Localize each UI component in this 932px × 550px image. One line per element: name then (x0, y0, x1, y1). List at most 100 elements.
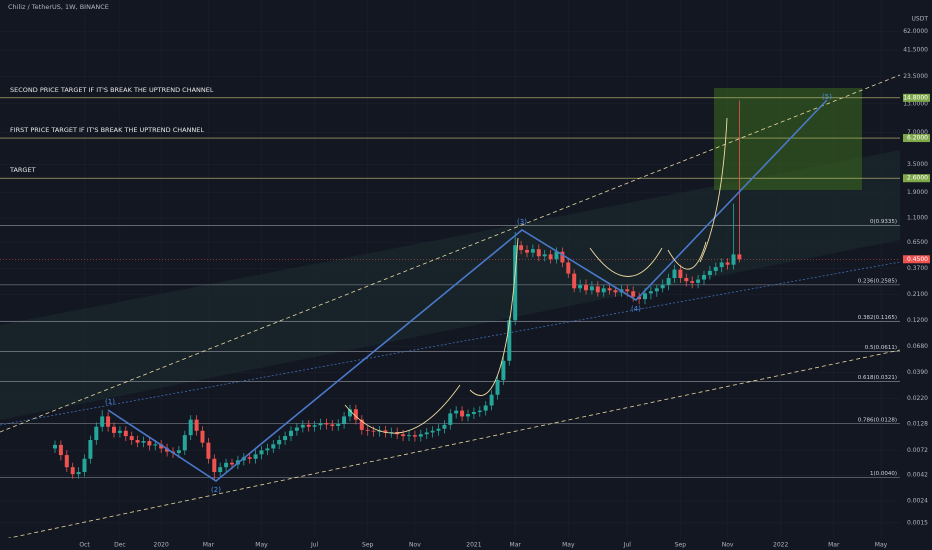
candle-body (64, 455, 69, 468)
y-tick-label: 0.0220 (907, 395, 928, 402)
target-price-label: 2.6000 (907, 175, 928, 182)
candle-body (106, 416, 111, 427)
candle-body (218, 467, 223, 473)
candle-body (513, 245, 518, 321)
candle-body (53, 444, 57, 449)
x-tick-label: 2022 (773, 542, 788, 549)
candle-body (407, 435, 411, 437)
candle-body (466, 414, 470, 417)
axis-unit: USDT (912, 16, 929, 23)
candle-body (300, 424, 305, 428)
candle-body (572, 273, 577, 289)
candle-body (141, 441, 146, 443)
candle-body (690, 281, 695, 283)
candle-body (123, 430, 128, 437)
x-tick-label: Mar (828, 542, 840, 549)
candle-body (548, 254, 553, 260)
candle-body (412, 435, 417, 437)
x-tick-label: 2021 (466, 542, 481, 549)
candle-body (359, 419, 364, 430)
candle-body (88, 440, 93, 459)
levels: 0(0.9335) 0.236(0.2585) 0.382(0.1165) 0.5(0… (0, 86, 900, 478)
last-price-box (903, 255, 930, 264)
y-tick-label: 0.6500 (907, 239, 928, 246)
candle-body (607, 288, 612, 291)
fib-label: 1(0.0040) (870, 471, 897, 477)
time-axis (0, 538, 932, 550)
target-text: SECOND PRICE TARGET IF IT'S BREAK THE UP… (10, 86, 214, 94)
x-tick-label: May (255, 542, 268, 549)
candle-body (194, 419, 199, 431)
candle-body (401, 434, 406, 437)
chart-title: Chiliz / TetherUS, 1W, BINANCE (8, 3, 109, 11)
wave-label: (3) (517, 218, 527, 226)
candle-body (713, 267, 718, 271)
candle-body (324, 423, 329, 425)
candle-body (70, 467, 75, 475)
candle-body (454, 410, 459, 414)
fib-label: 0.618(0.0321) (858, 375, 897, 381)
candle-body (660, 284, 665, 289)
fib-label: 0.382(0.1165) (858, 315, 897, 321)
candle-body (176, 450, 181, 453)
y-tick-label: 0.0042 (907, 472, 928, 479)
candle-body (318, 423, 323, 426)
last-price-label: 0.4500 (907, 256, 928, 263)
candle-body (283, 436, 288, 441)
arrow (589, 247, 663, 277)
candle-body (182, 435, 187, 451)
candle-body (696, 279, 701, 283)
candle-body (247, 457, 252, 459)
x-tick-label: Nov (722, 542, 734, 549)
candle-body (353, 409, 358, 420)
candle-body (731, 254, 736, 265)
candle-body (542, 254, 547, 257)
y-tick-label: 62.0000 (903, 28, 928, 35)
candle-body (330, 424, 335, 426)
y-tick-label: 3.5000 (907, 161, 928, 168)
candle-body (737, 254, 742, 260)
fib-label: 0.5(0.0611) (865, 345, 897, 351)
candle-body (601, 288, 606, 293)
candle-body (525, 249, 529, 253)
candle-body (371, 430, 376, 432)
target-price-box (903, 174, 930, 183)
y-tick-label: 0.0390 (907, 369, 928, 376)
candle-body (147, 441, 152, 446)
x-tick-label: Sep (675, 542, 687, 549)
axes: 62.0000 41.5000 23.5000 13.0000 7.0000 3.5000… (79, 28, 930, 549)
x-tick-label: Mar (510, 542, 522, 549)
candle-body (666, 277, 671, 285)
price-axis (900, 0, 932, 550)
candle-body (519, 245, 524, 250)
arrow (469, 237, 519, 396)
x-tick-label: Sep (362, 542, 374, 549)
candle-body (165, 448, 170, 452)
candle-body (129, 436, 134, 441)
candle-body (631, 291, 636, 297)
candle-body (188, 419, 193, 436)
candle-body (76, 472, 81, 475)
target-zone (714, 88, 862, 190)
x-tick-label: Oct (79, 542, 90, 549)
candle-body (365, 429, 370, 431)
candle-body (684, 277, 689, 282)
y-tick-label: 0.0680 (907, 343, 928, 350)
candle-body (678, 269, 683, 278)
fib-label: 0.786(0.0128) (858, 417, 897, 423)
upper-channel (0, 74, 901, 433)
candle-body (483, 405, 488, 411)
candle-body (460, 410, 465, 417)
candle-body (430, 430, 435, 433)
candle-body (702, 275, 706, 280)
candle-body (265, 448, 270, 451)
candle-body (554, 251, 559, 260)
candle-body (159, 444, 164, 449)
y-tick-label: 0.3700 (907, 265, 928, 272)
candle-body (719, 262, 724, 268)
candle-body (418, 434, 423, 437)
candle-body (725, 262, 730, 265)
candle-body (536, 249, 541, 257)
arrows (344, 117, 728, 434)
